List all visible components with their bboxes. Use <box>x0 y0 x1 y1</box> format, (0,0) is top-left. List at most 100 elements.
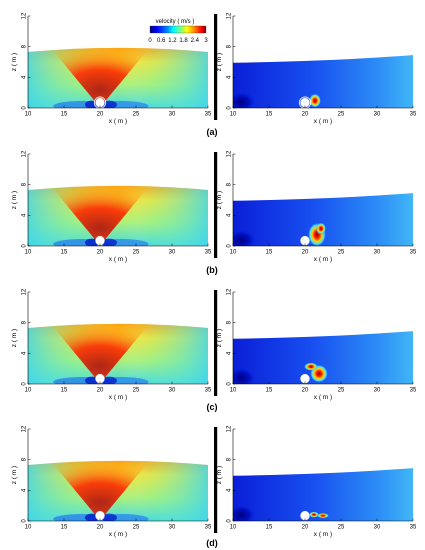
x-tick-label: 10 <box>25 388 32 394</box>
x-tick-label: 30 <box>169 388 176 394</box>
velocity-field <box>28 185 208 246</box>
x-tick-label: 30 <box>169 112 176 118</box>
x-tick-label: 25 <box>133 525 140 531</box>
y-tick-label: 4 <box>22 351 28 355</box>
right-panel: 10 15 20 25 30 35 0 4 8 12 x ( m ) z ( m ) <box>216 12 417 125</box>
y-tick-label: 8 <box>227 182 233 186</box>
y-tick-label: 12 <box>227 288 233 295</box>
x-tick-label: 30 <box>374 250 381 256</box>
y-axis-title: z ( m ) <box>11 329 18 347</box>
x-tick-label: 30 <box>169 525 176 531</box>
x-tick-label: 25 <box>133 388 140 394</box>
y-tick-label: 4 <box>22 488 28 492</box>
y-tick-label: 4 <box>22 75 28 79</box>
y-tick-label: 8 <box>227 457 233 461</box>
x-tick-label: 25 <box>338 250 345 256</box>
x-tick-label: 20 <box>302 112 309 118</box>
x-tick-label: 25 <box>133 250 140 256</box>
x-tick-label: 10 <box>25 525 32 531</box>
x-tick-label: 30 <box>374 112 381 118</box>
x-tick-label: 20 <box>97 388 104 394</box>
row-label-b: (b) <box>206 265 218 275</box>
velocity-field <box>28 323 208 384</box>
y-tick-label: 0 <box>227 106 233 110</box>
x-tick-label: 20 <box>302 388 309 394</box>
y-tick-label: 0 <box>22 106 28 110</box>
x-axis-title: x ( m ) <box>109 394 127 401</box>
colorbar-tick-label: 2.4 <box>191 38 200 44</box>
y-tick-label: 8 <box>22 182 28 186</box>
x-tick-label: 15 <box>61 388 68 394</box>
y-tick-label: 8 <box>22 320 28 324</box>
y-axis-title: z ( m ) <box>11 466 18 484</box>
x-tick-label: 15 <box>266 112 273 118</box>
y-tick-label: 0 <box>22 519 28 523</box>
y-axis-title: z ( m ) <box>216 466 223 484</box>
y-tick-label: 4 <box>227 75 233 79</box>
x-tick-label: 10 <box>230 250 237 256</box>
x-axis-title: x ( m ) <box>109 531 127 538</box>
velocity-field <box>28 460 208 521</box>
right-panel: 10 15 20 25 30 35 0 4 8 12 x ( m ) z ( m ) <box>216 150 417 263</box>
y-axis-title: z ( m ) <box>216 53 223 71</box>
y-tick-label: 12 <box>227 150 233 157</box>
right-panel: 10 15 20 25 30 35 0 4 8 12 x ( m ) z ( m ) <box>216 425 417 538</box>
y-axis-title: z ( m ) <box>11 53 18 71</box>
y-tick-label: 8 <box>227 44 233 48</box>
x-axis-title: x ( m ) <box>314 531 332 538</box>
colorbar-tick-label: 0 <box>148 38 152 44</box>
y-tick-label: 4 <box>227 213 233 217</box>
x-axis-title: x ( m ) <box>109 256 127 263</box>
x-axis-title: x ( m ) <box>109 118 127 125</box>
velocity-field <box>28 47 208 108</box>
y-tick-label: 0 <box>227 244 233 248</box>
x-tick-label: 15 <box>61 525 68 531</box>
column-divider <box>214 290 218 396</box>
y-tick-label: 12 <box>22 288 28 295</box>
x-axis-title: x ( m ) <box>314 394 332 401</box>
x-tick-label: 35 <box>410 112 417 118</box>
x-axis-title: x ( m ) <box>314 118 332 125</box>
velocity-field <box>233 331 413 384</box>
y-tick-label: 0 <box>22 382 28 386</box>
colorbar-tick-label: 1.2 <box>168 38 177 44</box>
column-divider <box>214 427 218 533</box>
colorbar-tick-label: 3 <box>204 38 208 44</box>
cylinder-outline <box>298 96 312 109</box>
column-divider <box>214 152 218 258</box>
vortex-region <box>309 511 319 518</box>
colorbar-tick-label: 1.8 <box>179 38 188 44</box>
row-label-a: (a) <box>207 127 218 137</box>
x-tick-label: 25 <box>338 388 345 394</box>
colorbar-title: velocity ( m/s ) <box>156 19 195 25</box>
x-tick-label: 35 <box>410 250 417 256</box>
x-tick-label: 15 <box>61 250 68 256</box>
x-tick-label: 20 <box>302 250 309 256</box>
vortex-region <box>317 513 329 519</box>
colorbar: velocity ( m/s ) 0 0.6 1.2 1.8 2.4 3 <box>148 19 208 44</box>
x-tick-label: 30 <box>169 250 176 256</box>
velocity-field <box>233 468 413 521</box>
x-tick-label: 20 <box>302 525 309 531</box>
x-tick-label: 15 <box>266 250 273 256</box>
x-tick-label: 25 <box>338 112 345 118</box>
x-tick-label: 10 <box>230 112 237 118</box>
y-tick-label: 0 <box>227 519 233 523</box>
x-tick-label: 10 <box>25 112 32 118</box>
x-tick-label: 10 <box>230 388 237 394</box>
y-tick-label: 0 <box>22 244 28 248</box>
y-tick-label: 12 <box>227 425 233 432</box>
colorbar-gradient <box>149 25 207 34</box>
y-tick-label: 12 <box>22 150 28 157</box>
x-tick-label: 15 <box>266 388 273 394</box>
